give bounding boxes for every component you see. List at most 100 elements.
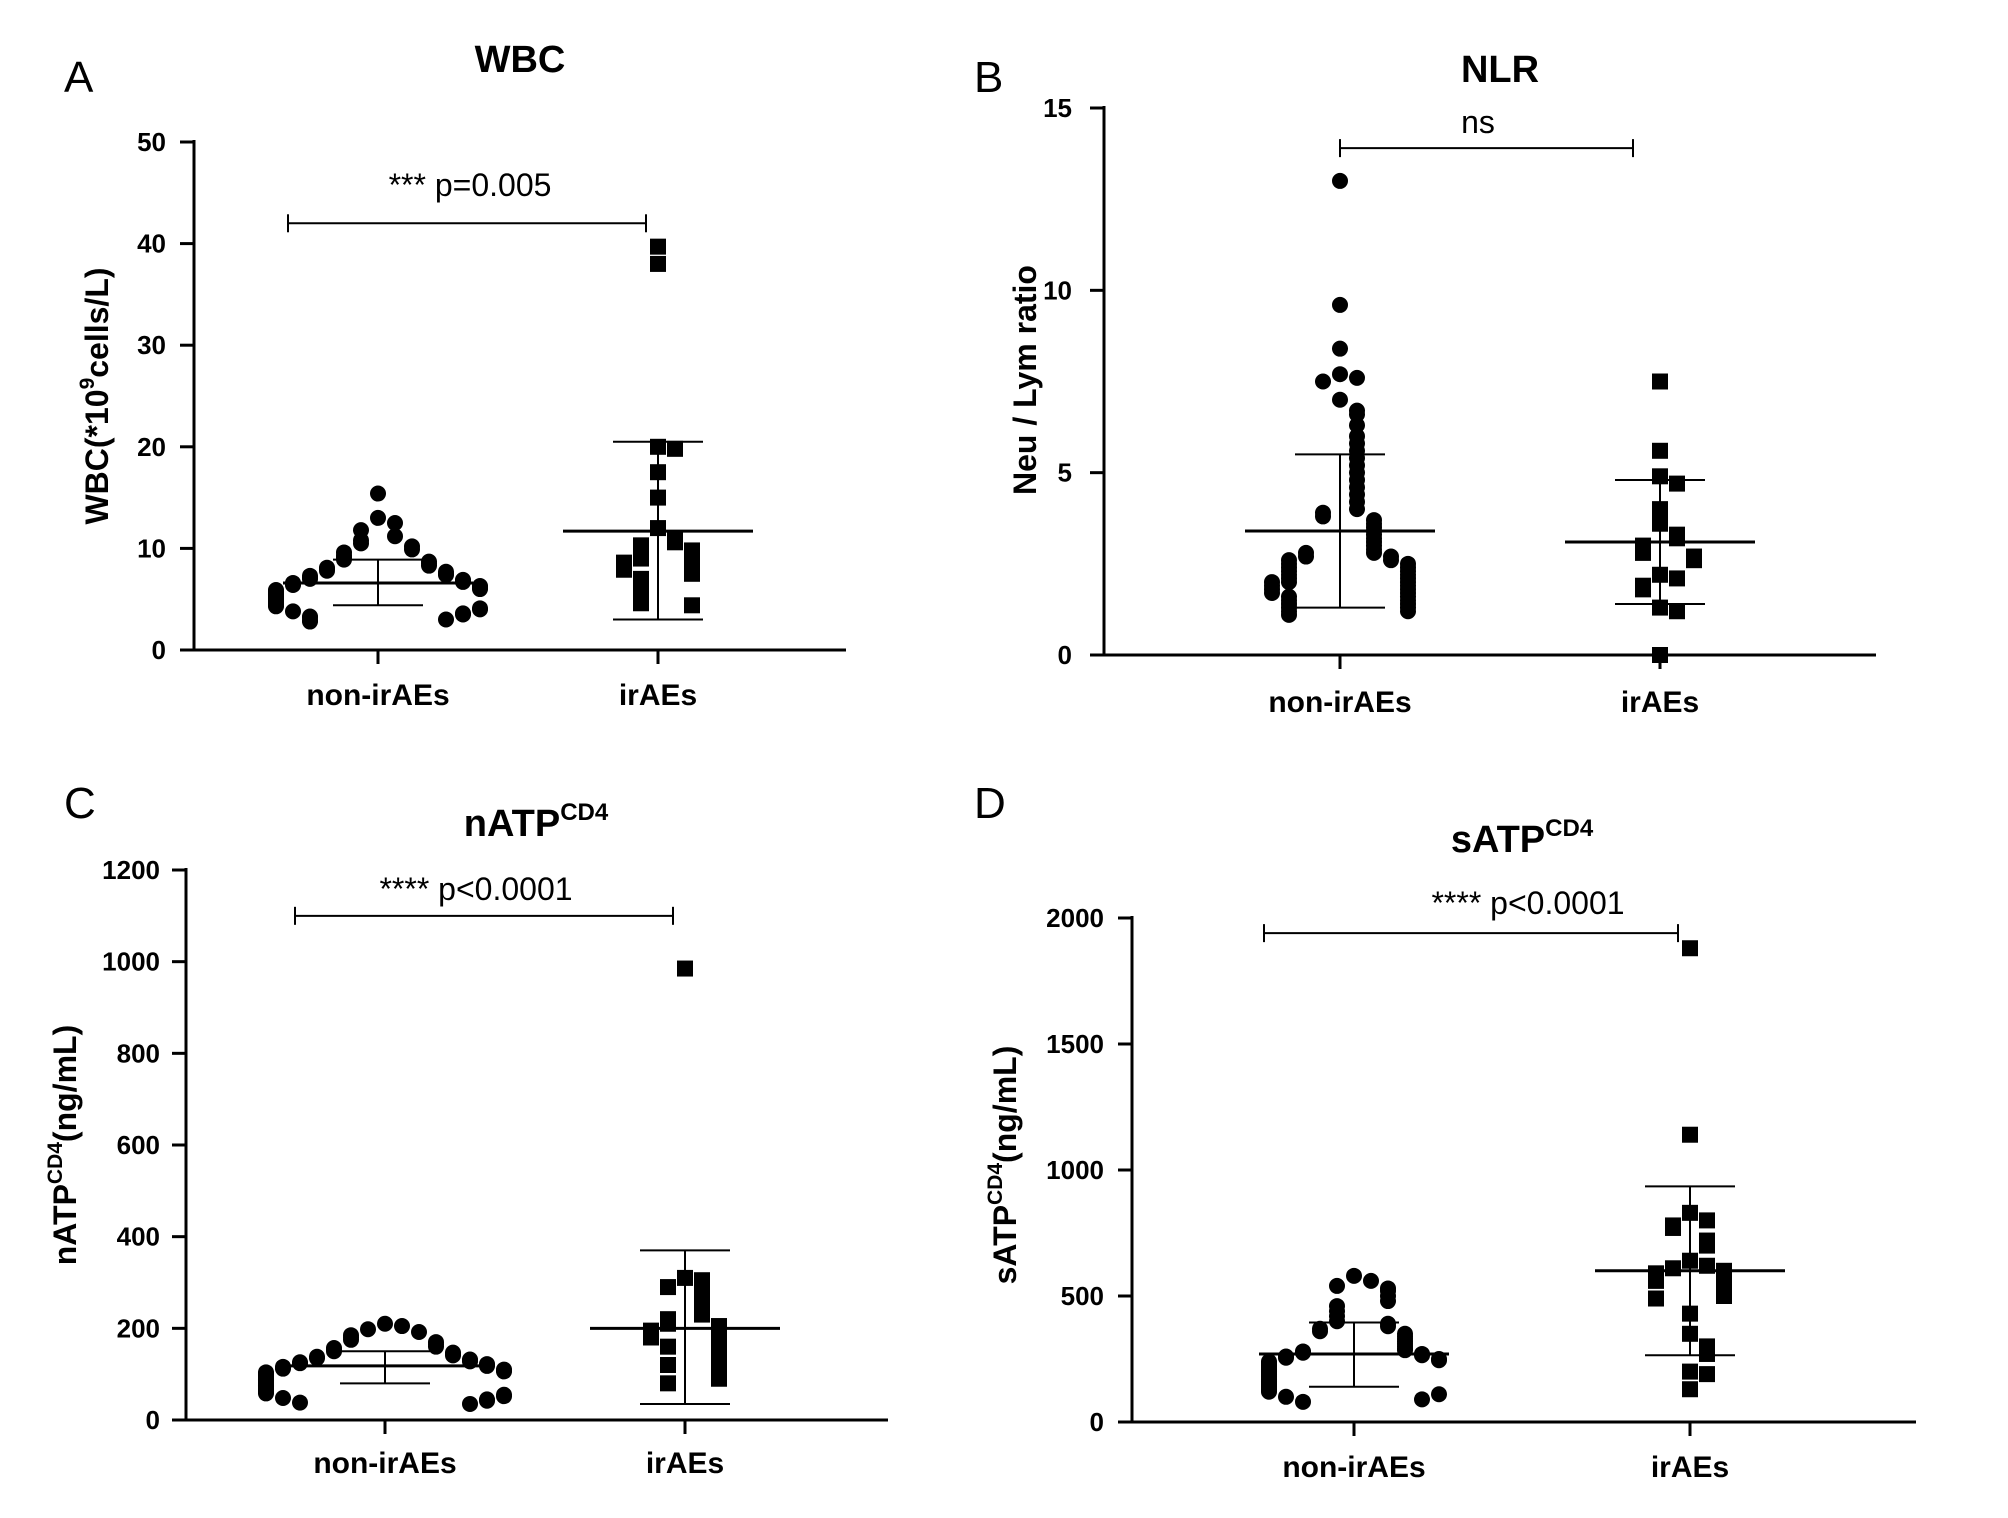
data-point-circle (360, 1321, 376, 1338)
y-tick-label: 30 (137, 330, 166, 360)
y-tick-label: 50 (137, 127, 166, 157)
data-point-square (1699, 1237, 1715, 1254)
data-point-square (1682, 1363, 1698, 1380)
data-point-circle (309, 1350, 325, 1367)
series-non-iraes (258, 1315, 512, 1412)
data-point-square (1648, 1290, 1664, 1307)
y-tick-label: 5 (1058, 458, 1072, 488)
y-axis-label: nATPCD4(ng/mL) (44, 1025, 83, 1265)
series-non-iraes (1259, 1267, 1449, 1410)
y-tick-label: 0 (152, 635, 166, 665)
chart-title-main: nATP (464, 803, 560, 845)
chart-title: sATPCD4 (1451, 815, 1594, 861)
data-point-square (650, 255, 666, 272)
data-point-circle (302, 613, 318, 630)
data-point-square (1686, 552, 1702, 569)
data-point-circle (370, 509, 386, 526)
data-point-circle (496, 1388, 512, 1405)
data-point-circle (1380, 1318, 1396, 1335)
y-axis-label-main: Neu / Lym ratio (1007, 265, 1043, 495)
chart-title: NLR (1461, 49, 1539, 91)
data-point-square (633, 550, 649, 567)
data-point-circle (1281, 574, 1297, 591)
x-category-label: irAEs (1651, 1451, 1729, 1484)
y-axis-label-sup: 9 (76, 378, 99, 390)
y-tick-label: 600 (117, 1130, 160, 1160)
x-category-label: non-irAEs (1268, 686, 1411, 719)
y-axis-label-main: nATP (47, 1184, 83, 1265)
y-tick-label: 10 (1043, 275, 1072, 305)
data-point-circle (292, 1355, 308, 1372)
data-point-circle (1332, 340, 1348, 357)
significance-bracket: *** p=0.005 (287, 167, 647, 233)
series-iraes (1595, 940, 1785, 1398)
y-tick-label: 15 (1043, 93, 1072, 123)
data-point-circle (1346, 1267, 1362, 1284)
y-tick-label: 1200 (102, 855, 160, 885)
chart-title-main: NLR (1461, 49, 1539, 91)
data-point-square (1699, 1366, 1715, 1383)
data-point-circle (1329, 1277, 1345, 1294)
data-point-circle (1431, 1352, 1447, 1369)
data-point-square (650, 238, 666, 255)
data-point-circle (268, 598, 284, 615)
data-point-circle (387, 515, 403, 531)
data-point-square (1682, 1381, 1698, 1398)
data-point-square (1652, 442, 1668, 459)
y-axis-label-rest: (ng/mL) (47, 1025, 83, 1142)
data-point-square (694, 1306, 710, 1323)
data-point-circle (377, 1315, 393, 1332)
data-point-circle (1414, 1391, 1430, 1408)
y-axis-label: Neu / Lym ratio (1007, 265, 1043, 495)
significance-label: *** p=0.005 (389, 167, 552, 203)
data-point-circle (1332, 296, 1348, 313)
panel-letter: C (64, 779, 96, 828)
data-point-circle (1315, 373, 1331, 390)
data-point-circle (1278, 1388, 1294, 1405)
y-axis-label-rest: (ng/mL) (987, 1046, 1023, 1163)
data-point-square (633, 595, 649, 612)
data-point-circle (1366, 544, 1382, 561)
data-point-circle (479, 1357, 495, 1374)
data-point-circle (1261, 1383, 1277, 1400)
data-point-square (694, 1272, 710, 1289)
data-point-circle (1397, 1342, 1413, 1359)
y-tick-label: 500 (1061, 1281, 1104, 1311)
data-point-square (643, 1329, 659, 1346)
data-point-square (1699, 1345, 1715, 1362)
y-axis-label-sup: CD4 (984, 1163, 1007, 1205)
data-point-circle (285, 603, 301, 620)
data-point-square (1669, 475, 1685, 492)
panel-letter: B (974, 53, 1003, 102)
data-point-circle (1380, 1293, 1396, 1310)
y-tick-label: 0 (1058, 640, 1072, 670)
data-point-circle (1329, 1313, 1345, 1330)
x-category-label: irAEs (1621, 686, 1699, 719)
y-tick-label: 0 (146, 1405, 160, 1435)
y-tick-label: 1000 (102, 947, 160, 977)
y-tick-label: 400 (117, 1222, 160, 1252)
x-category-label: non-irAEs (313, 1447, 456, 1480)
data-point-circle (438, 611, 454, 628)
series-iraes (1565, 373, 1755, 663)
chart-title-sup: CD4 (1545, 815, 1594, 842)
data-point-square (684, 552, 700, 569)
data-point-circle (479, 1392, 495, 1409)
data-point-square (1699, 1212, 1715, 1229)
data-point-circle (1400, 603, 1416, 620)
data-point-circle (326, 1343, 342, 1360)
data-point-square (1665, 1260, 1681, 1277)
significance-label: **** p<0.0001 (379, 871, 572, 907)
data-point-circle (1278, 1349, 1294, 1366)
data-point-circle (1332, 172, 1348, 189)
chart-title: nATPCD4 (464, 799, 609, 845)
data-point-square (1682, 1126, 1698, 1143)
y-tick-label: 200 (117, 1313, 160, 1343)
data-point-circle (455, 606, 471, 623)
data-point-circle (1332, 391, 1348, 408)
y-tick-label: 10 (137, 533, 166, 563)
data-point-square (1648, 1272, 1664, 1289)
data-point-square (1635, 581, 1651, 598)
data-point-circle (275, 1390, 291, 1406)
